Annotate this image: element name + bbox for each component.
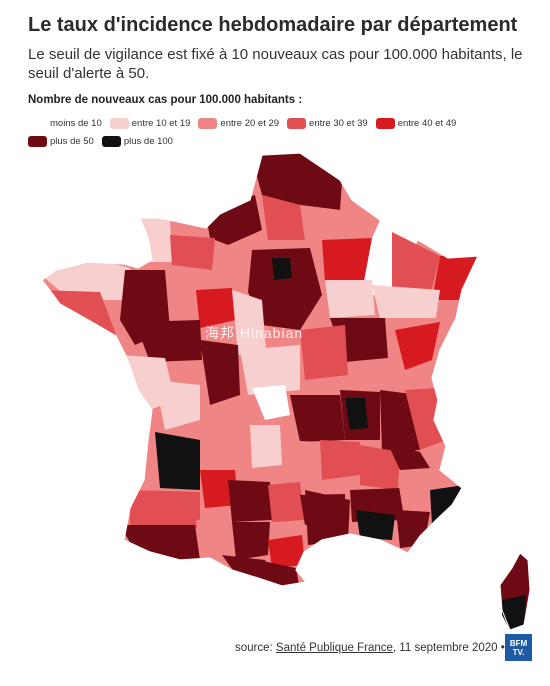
department (252, 385, 290, 420)
department (268, 535, 305, 568)
legend-label: entre 40 et 49 (397, 117, 457, 129)
department (325, 280, 375, 318)
department (155, 432, 200, 490)
department (196, 518, 232, 552)
legend-swatch (28, 135, 47, 147)
legend-swatch (109, 117, 129, 129)
legend-item: entre 20 et 29 (198, 117, 279, 129)
map-subtitle: Le seuil de vigilance est fixé à 10 nouv… (28, 46, 523, 82)
legend-title: Nombre de nouveaux cas pour 100.000 habi… (28, 94, 303, 106)
legend-item: moins de 10 (28, 117, 102, 129)
departments-layer (42, 153, 478, 586)
legend-item: plus de 50 (28, 135, 94, 147)
department (398, 470, 440, 505)
department (240, 345, 300, 395)
department (305, 490, 350, 545)
source-prefix: source: (235, 642, 276, 654)
legend-swatch (28, 117, 47, 129)
department (282, 440, 320, 482)
department (140, 215, 172, 262)
france-outline (41, 152, 479, 587)
department (200, 340, 240, 405)
logo-line: TV. (512, 647, 525, 657)
corsica (499, 552, 531, 631)
legend: moins de 10 entre 10 et 19 entre 20 et 2… (28, 117, 498, 147)
legend-label: moins de 10 (50, 117, 102, 129)
map-title: Le taux d'incidence hebdomadaire par dép… (28, 14, 518, 36)
source-credit: source: Santé Publique France, 11 septem… (235, 642, 505, 654)
department (392, 232, 440, 296)
department (170, 235, 215, 270)
department (356, 510, 395, 540)
department (386, 440, 430, 470)
department (360, 445, 400, 490)
watermark: 海邦 Hinabian (205, 325, 304, 341)
legend-item: entre 10 et 19 (109, 117, 191, 129)
department (290, 395, 345, 442)
department (250, 425, 282, 468)
department (135, 320, 202, 362)
department (405, 388, 446, 450)
department (432, 256, 478, 300)
department (372, 285, 440, 318)
department (300, 205, 342, 250)
bfmtv-logo: BFM TV. (505, 634, 532, 661)
department (300, 325, 348, 380)
legend-label: plus de 50 (50, 135, 94, 147)
source-link[interactable]: Santé Publique France (275, 642, 393, 654)
legend-swatch (198, 117, 218, 129)
legend-swatch (101, 135, 121, 147)
department (272, 258, 292, 280)
logo-line: BFM (509, 638, 528, 648)
department (262, 195, 305, 240)
legend-label: entre 30 et 39 (309, 117, 368, 129)
department (228, 480, 272, 522)
department (268, 482, 305, 522)
legend-label: entre 10 et 19 (131, 117, 191, 129)
department (205, 405, 255, 450)
legend-label: entre 20 et 29 (220, 117, 280, 129)
source-suffix: , 11 septembre 2020 • (392, 642, 505, 654)
legend-swatch (287, 117, 307, 129)
department (396, 510, 430, 548)
department (130, 490, 200, 530)
department (395, 322, 440, 370)
department (196, 288, 236, 328)
department (232, 522, 270, 560)
department (322, 238, 372, 282)
legend-item: plus de 100 (101, 135, 173, 147)
legend-item: entre 40 et 49 (375, 117, 457, 129)
department (345, 398, 368, 430)
department (155, 380, 200, 430)
department (232, 290, 266, 355)
legend-label: plus de 100 (123, 135, 173, 147)
legend-item: entre 30 et 39 (287, 117, 368, 129)
department (320, 440, 360, 480)
department (248, 248, 322, 330)
legend-swatch (375, 117, 395, 129)
department (200, 470, 238, 508)
